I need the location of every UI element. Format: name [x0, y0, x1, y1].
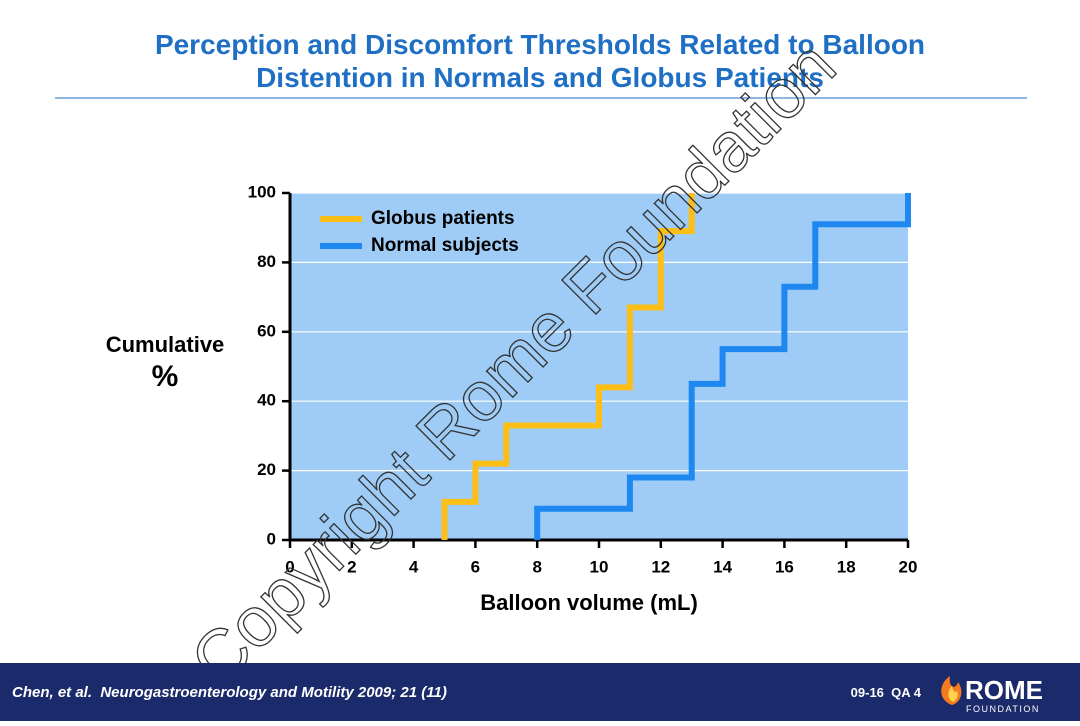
x-tick-label: 12 — [651, 557, 670, 576]
x-tick-label: 4 — [409, 557, 419, 576]
x-tick-label: 8 — [532, 557, 541, 576]
x-tick-label: 16 — [775, 557, 794, 576]
citation: Chen, et al. Neurogastroenterology and M… — [12, 684, 447, 701]
y-tick-label: 100 — [248, 182, 276, 201]
legend-label: Normal subjects — [371, 235, 519, 256]
y-tick-label: 40 — [257, 391, 276, 410]
footer-bar — [0, 663, 1080, 721]
x-tick-label: 0 — [285, 557, 294, 576]
x-tick-label: 18 — [837, 557, 856, 576]
series-line — [534, 193, 911, 540]
logo-text: ROME — [965, 675, 1043, 705]
title-line: Perception and Discomfort Thresholds Rel… — [155, 29, 925, 60]
logo-subtext: FOUNDATION — [966, 704, 1040, 714]
x-tick-label: 10 — [590, 557, 609, 576]
y-axis-title: % — [152, 360, 179, 393]
legend-label: Globus patients — [371, 208, 515, 229]
y-tick-label: 60 — [257, 321, 276, 340]
plot-background — [290, 193, 908, 540]
logo: ROME FOUNDATION — [941, 675, 1043, 714]
x-tick-label: 14 — [713, 557, 732, 576]
chart: 0 20 40 60 80 100 0 2 4 6 8 10 12 14 16 18 20 Globus pati… — [248, 182, 918, 576]
x-tick-label: 20 — [899, 557, 918, 576]
logo-flame — [948, 686, 958, 702]
y-tick-label: 0 — [267, 529, 276, 548]
y-tick-label: 20 — [257, 460, 276, 479]
y-tick-label: 80 — [257, 252, 276, 271]
y-axis-title: Cumulative — [106, 332, 225, 357]
title-line: Distention in Normals and Globus Patient… — [256, 62, 824, 93]
x-tick-label: 2 — [347, 557, 356, 576]
series-line — [441, 193, 695, 540]
slide-code: 09-16 QA 4 — [851, 685, 922, 700]
x-tick-label: 6 — [471, 557, 480, 576]
x-axis-title: Balloon volume (mL) — [480, 590, 698, 615]
